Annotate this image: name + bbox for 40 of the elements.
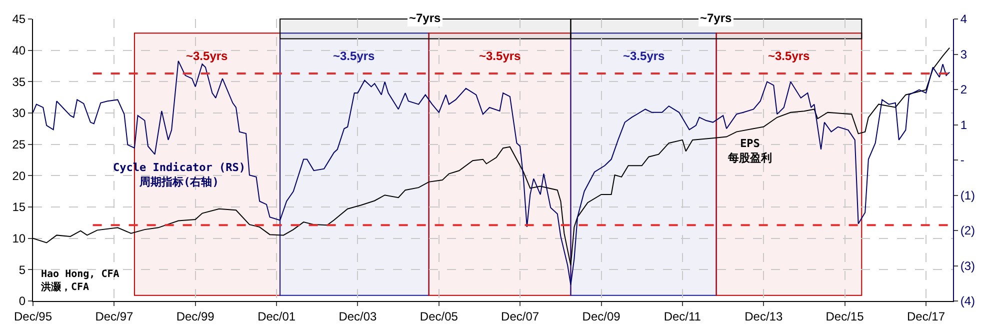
x-tick-label: Dec/97 [95, 309, 134, 324]
x-tick-label: Dec/01 [258, 309, 296, 324]
y-tick-label: 0 [18, 294, 26, 308]
y2-tick-label: (4) [960, 294, 976, 308]
band-label: ~3.5yrs [333, 49, 376, 63]
x-tick-label: Dec/15 [826, 309, 864, 324]
y-tick-label: 45 [12, 12, 26, 26]
y-tick-label: 30 [12, 106, 26, 120]
x-tick-label: Dec/11 [664, 309, 702, 324]
x-tick-label: Dec/03 [338, 309, 378, 324]
y-tick-label: 25 [12, 138, 26, 152]
band-label: ~3.5yrs [623, 49, 666, 63]
series-label: EPS 每股盈利 [727, 137, 772, 164]
y2-tick-label: - [960, 153, 964, 168]
y-tick-label: 20 [12, 168, 26, 183]
band-label: ~3.5yrs [186, 49, 228, 63]
band-label: ~3.5yrs [479, 49, 522, 63]
x-tick-label: Dec/99 [176, 309, 215, 324]
y2-tick-label: 2 [960, 82, 968, 97]
y-tick-label: 10 [12, 232, 26, 246]
y-tick-label: 40 [12, 44, 26, 58]
x-tick-label: Dec/13 [744, 309, 783, 324]
y2-tick-label: 3 [960, 47, 968, 62]
x-tick-label: Dec/05 [420, 309, 458, 324]
y2-tick-label: (1) [960, 188, 976, 202]
x-tick-label: Dec/95 [14, 309, 52, 324]
x-tick-label: Dec/17 [906, 309, 946, 324]
band-label: ~3.5yrs [768, 49, 810, 63]
y2-tick-label: (3) [960, 258, 976, 273]
band-label: ~7yrs [409, 11, 442, 25]
y-tick-label: 35 [12, 74, 26, 89]
x-tick-label: Dec/09 [582, 309, 621, 324]
band-label: ~7yrs [700, 11, 732, 25]
y-tick-label: 15 [12, 200, 26, 214]
annotation: Hao Hong, CFA 洪灏，CFA [40, 269, 120, 293]
y2-tick-label: 4 [960, 12, 968, 26]
x-tick-label: Dec/07 [501, 309, 540, 324]
y-tick-label: 5 [18, 262, 26, 277]
y2-tick-label: 1 [960, 118, 968, 132]
y2-tick-label: (2) [960, 224, 976, 238]
